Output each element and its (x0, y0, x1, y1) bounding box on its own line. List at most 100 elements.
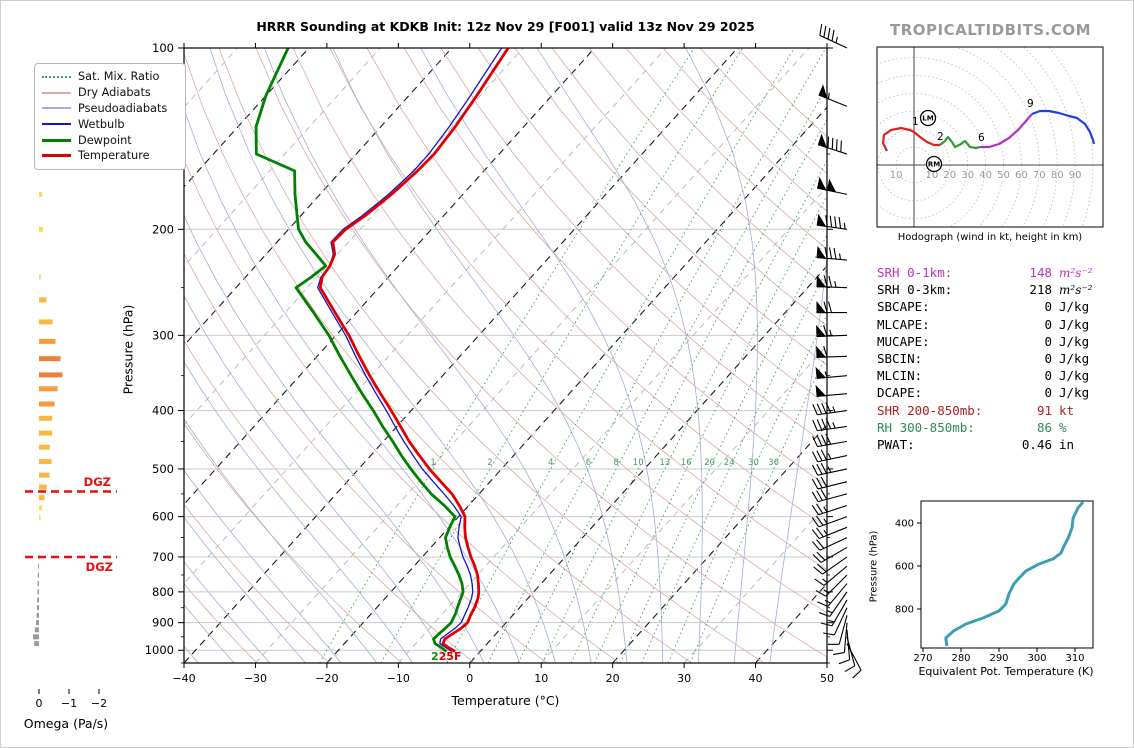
wind-barb-full (811, 451, 819, 463)
wind-barb-staff (823, 565, 848, 586)
thetae-panel: 400 600 800 270 280 290 300 310 (895, 500, 1094, 664)
storm-motion-label: RM (928, 161, 940, 169)
mixing-ratio-line (319, 48, 695, 663)
wind-barb-staff (820, 546, 848, 563)
wind-barb-icon (817, 133, 848, 155)
wind-barb-pennant (816, 301, 827, 314)
mixing-ratio-line (541, 118, 827, 663)
hodograph-ring-label: 60 (1015, 170, 1028, 181)
x-tick-label: −30 (244, 672, 267, 685)
wind-barb-staff (817, 493, 848, 503)
stat-label: RH 300-850mb: (877, 419, 975, 435)
legend-item: Sat. Mix. Ratio (42, 69, 177, 85)
wind-barb-half (843, 222, 846, 230)
dry-adiabat-line (184, 52, 692, 663)
isotherm-line (326, 106, 827, 663)
dry-adiabat-line (184, 339, 475, 663)
omega-bar (36, 605, 39, 611)
omega-bar (39, 459, 52, 465)
dry-adiabat-line (403, 48, 827, 487)
dry-adiabat-line (218, 48, 765, 663)
wind-barb-icon (812, 402, 848, 416)
wind-barb-half (829, 329, 833, 337)
omega-bar (39, 297, 47, 303)
wind-barb-full (827, 301, 833, 313)
omega-bar (37, 572, 39, 578)
wind-barb-full (812, 419, 818, 431)
stat-row: RH 300-850mb: 86% (877, 419, 1123, 436)
stat-row: MLCAPE: 0 J/kg (877, 316, 1123, 333)
wind-barb-icon (818, 591, 848, 617)
wind-barb-half (823, 506, 828, 513)
wind-barb-half (822, 578, 828, 583)
omega-bar (36, 612, 39, 618)
wind-barb-icon (811, 503, 848, 516)
wind-barb-half (824, 371, 828, 378)
wind-barb-icon (844, 636, 856, 673)
wind-barb-half (834, 281, 837, 288)
storm-motion-marker (919, 109, 937, 127)
isotherm-line (184, 48, 667, 585)
wind-barb-full (816, 503, 824, 514)
wind-barb-full (840, 140, 842, 153)
x-tick-label: 0 (466, 672, 473, 685)
wind-barb-half (824, 599, 831, 604)
legend-item-label: Wetbulb (78, 117, 125, 131)
omega-bar (39, 401, 55, 407)
omega-bar (39, 430, 53, 436)
stat-unit: J/kg (1059, 368, 1090, 384)
mixing-ratio-label: 4 (548, 458, 553, 468)
omega-panel: 0 −1 −2 (25, 103, 117, 710)
wind-barb-staff (819, 34, 848, 49)
wind-barb-full (820, 462, 827, 474)
thetae-y-tick: 600 (895, 562, 914, 573)
wind-barb-full (823, 275, 828, 288)
wind-barb-full (811, 464, 819, 476)
page-title: HRRR Sounding at KDKB Init: 12z Nov 29 [… (256, 19, 755, 34)
hodograph-height-label: 1 (912, 116, 919, 128)
stat-label: PWAT: (877, 436, 915, 452)
legend-item-label: Temperature (78, 149, 150, 163)
wind-barb-pennant (826, 178, 837, 193)
stat-row: SRH 0-1km: 148 m²s⁻² (877, 264, 1123, 281)
wind-barb-full (816, 419, 823, 431)
surface-dewpoint-f: 2 (431, 650, 439, 663)
wind-barb-staff (818, 504, 848, 516)
wind-barb-full (820, 476, 828, 488)
omega-bar (34, 641, 39, 647)
thetae-x-tick: 310 (1065, 653, 1084, 664)
wind-barb-icon (811, 489, 848, 503)
isotherm-line (397, 186, 827, 663)
wind-barb-half (823, 589, 830, 594)
x-tick-label: 30 (677, 672, 691, 685)
legend-item: Pseudoadiabats (42, 101, 177, 117)
wind-barb-half (828, 619, 835, 623)
stat-value: 86 (1036, 419, 1052, 435)
omega-bar (37, 589, 39, 595)
wind-barb-full (811, 504, 819, 516)
legend: Sat. Mix. Ratio Dry Adiabats Pseudoadiabat… (34, 63, 186, 170)
thetae-y-tick: 800 (895, 605, 914, 616)
pseudoadiabat-line (332, 48, 628, 663)
wind-barb-full (820, 622, 833, 627)
isotherm-line (184, 48, 738, 663)
wind-barb-full (821, 418, 827, 430)
storm-motion-label: LM (922, 115, 933, 123)
x-tick-label: 50 (820, 672, 834, 685)
wind-barb-full (811, 529, 820, 539)
wind-barb-icon (813, 556, 848, 575)
dewpoint-curve (254, 48, 465, 653)
wind-barb-icon (816, 275, 848, 289)
omega-tick-label: 0 (36, 697, 43, 710)
watermark: TROPICALTIDBITS.COM (890, 21, 1091, 39)
mixing-ratio-line (487, 48, 827, 663)
legend-item: Temperature (42, 148, 177, 164)
wind-barb-pennant (816, 345, 827, 358)
hodograph-trace (1031, 109, 1096, 145)
dry-adiabat-line (184, 252, 548, 663)
wind-barb-full (852, 669, 862, 679)
pseudoadiabat-line (184, 561, 271, 663)
thetae-x-tick: 270 (913, 653, 932, 664)
stat-unit: J/kg (1059, 299, 1090, 315)
